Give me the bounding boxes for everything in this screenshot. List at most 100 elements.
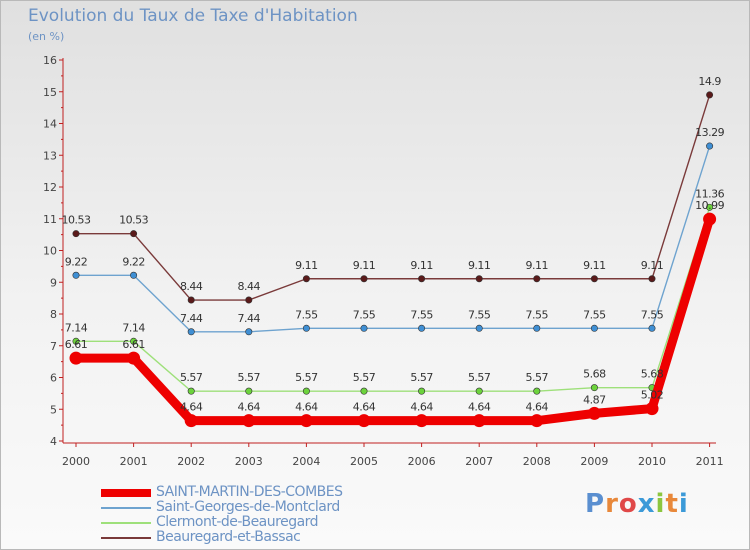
data-label: 7.44 — [180, 312, 203, 325]
legend-swatch — [101, 489, 151, 497]
data-point — [645, 402, 659, 416]
data-point — [587, 406, 601, 420]
y-tick-label: 5 — [50, 403, 57, 416]
legend-label: Clermont-de-Beauregard — [156, 514, 319, 530]
chart-title: Evolution du Taux de Taxe d'Habitation — [28, 6, 358, 26]
data-point — [418, 324, 426, 332]
x-tick-label: 2011 — [696, 455, 724, 468]
data-point — [245, 387, 253, 395]
x-tick-label: 2008 — [523, 455, 551, 468]
data-label: 5.57 — [410, 371, 433, 384]
data-point — [475, 387, 483, 395]
logo-letter: r — [605, 489, 619, 519]
x-tick-label: 2010 — [638, 455, 666, 468]
data-label: 6.61 — [122, 338, 145, 351]
data-point — [245, 328, 253, 336]
chart-subtitle: (en %) — [28, 30, 65, 43]
data-label: 7.55 — [410, 308, 433, 321]
data-label: 5.68 — [641, 368, 664, 381]
data-label: 4.64 — [526, 401, 549, 414]
x-tick-label: 2004 — [292, 455, 320, 468]
data-point — [302, 275, 310, 283]
data-point — [302, 324, 310, 332]
series-line — [71, 214, 715, 426]
data-point — [302, 387, 310, 395]
y-tick-label: 7 — [50, 340, 57, 353]
data-point — [299, 414, 313, 428]
data-label: 9.11 — [526, 259, 549, 272]
x-tick-label: 2002 — [177, 455, 205, 468]
data-label: 5.57 — [238, 371, 261, 384]
data-point — [415, 414, 429, 428]
y-tick-label: 4 — [50, 435, 57, 448]
data-point — [475, 324, 483, 332]
data-label: 7.55 — [353, 308, 376, 321]
x-tick-label: 2009 — [580, 455, 608, 468]
series-line — [75, 94, 711, 301]
data-label: 7.55 — [468, 308, 491, 321]
data-label: 9.11 — [583, 259, 606, 272]
logo-letter: t — [665, 489, 679, 519]
data-label: 5.57 — [180, 371, 203, 384]
x-tick-label: 2001 — [120, 455, 148, 468]
data-label: 4.64 — [410, 401, 433, 414]
data-label: 9.22 — [122, 255, 145, 268]
data-point — [130, 271, 138, 279]
data-point — [360, 387, 368, 395]
x-tick-label: 2000 — [62, 455, 90, 468]
data-label: 11.36 — [695, 187, 724, 200]
y-tick-label: 13 — [43, 149, 57, 162]
data-label: 5.68 — [583, 368, 606, 381]
data-point — [706, 203, 714, 211]
proxiti-logo: Proxiti — [585, 489, 689, 519]
data-label: 4.64 — [238, 401, 261, 414]
data-point — [72, 271, 80, 279]
data-label: 8.44 — [180, 280, 203, 293]
data-point — [533, 324, 541, 332]
y-tick-label: 11 — [43, 213, 57, 226]
data-point — [360, 324, 368, 332]
legend-label: Saint-Georges-de-Montclard — [156, 499, 340, 515]
data-label: 7.55 — [526, 308, 549, 321]
data-point — [648, 324, 656, 332]
data-point — [706, 142, 714, 150]
data-point — [418, 275, 426, 283]
data-point — [703, 212, 717, 226]
logo-letter: i — [655, 489, 666, 519]
logo-letter: i — [678, 489, 689, 519]
data-point — [72, 230, 80, 238]
y-tick-label: 15 — [43, 86, 57, 99]
data-point — [590, 275, 598, 283]
data-label: 4.64 — [353, 401, 376, 414]
data-label: 7.44 — [238, 312, 261, 325]
data-point — [130, 230, 138, 238]
data-label: 5.57 — [353, 371, 376, 384]
data-point — [130, 337, 138, 345]
data-label: 4.87 — [583, 393, 606, 406]
y-tick-label: 8 — [50, 308, 57, 321]
series-line — [75, 206, 711, 392]
data-label: 7.14 — [65, 321, 88, 334]
data-point — [533, 387, 541, 395]
data-point — [187, 296, 195, 304]
data-label: 4.64 — [180, 401, 203, 414]
data-point — [360, 275, 368, 283]
legend-swatch — [101, 537, 151, 539]
x-tick-label: 2006 — [408, 455, 436, 468]
data-point — [245, 296, 253, 304]
data-point — [475, 275, 483, 283]
data-label: 10.99 — [695, 199, 724, 212]
data-label: 4.64 — [468, 401, 491, 414]
data-label: 9.11 — [410, 259, 433, 272]
logo-letter: x — [637, 489, 656, 519]
data-label: 14.9 — [698, 75, 721, 88]
data-label: 10.53 — [119, 214, 148, 227]
data-point — [187, 387, 195, 395]
data-point — [187, 328, 195, 336]
x-tick-label: 2007 — [465, 455, 493, 468]
logo-letter: o — [618, 489, 638, 519]
legend-label: Beauregard-et-Bassac — [156, 529, 301, 545]
data-label: 5.57 — [295, 371, 318, 384]
data-point — [648, 275, 656, 283]
